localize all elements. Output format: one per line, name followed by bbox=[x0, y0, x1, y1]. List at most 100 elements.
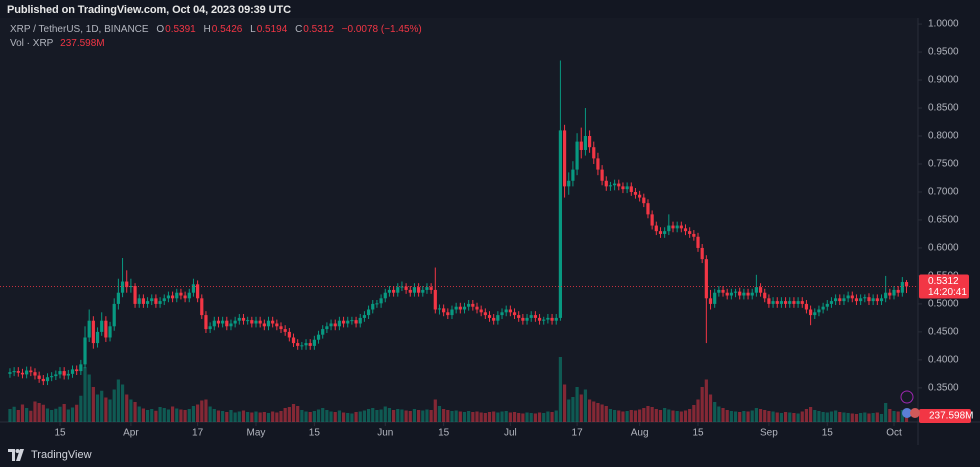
volume-bar bbox=[150, 409, 154, 422]
candle-body bbox=[788, 301, 792, 304]
candle-body bbox=[454, 306, 458, 310]
candle-body bbox=[838, 298, 842, 302]
candle-body bbox=[696, 236, 700, 248]
x-tick-label: 15 bbox=[309, 428, 321, 439]
candle-body bbox=[867, 297, 871, 302]
x-tick-label: May bbox=[247, 428, 266, 439]
volume-bar bbox=[79, 395, 83, 422]
volume-bar bbox=[571, 397, 575, 422]
candle-body bbox=[458, 306, 462, 310]
candle-body bbox=[462, 306, 467, 310]
volume-bar bbox=[529, 413, 533, 422]
candle-body bbox=[170, 295, 175, 299]
volume-bar bbox=[721, 408, 725, 422]
volume-tag-value: 237.598M bbox=[929, 411, 973, 422]
candle-body bbox=[517, 315, 521, 318]
volume-bar bbox=[145, 410, 150, 422]
volume-bar bbox=[775, 412, 779, 422]
o-label: O bbox=[156, 24, 165, 35]
candle-body bbox=[492, 317, 496, 321]
volume-bar bbox=[291, 404, 296, 422]
candle-body bbox=[329, 323, 333, 327]
volume-legend: Vol · XRP 237.598M bbox=[10, 38, 106, 49]
volume-bar bbox=[800, 411, 804, 422]
candle-body bbox=[196, 284, 200, 299]
candle-body bbox=[175, 292, 179, 299]
volume-bar bbox=[254, 411, 258, 422]
candle-body bbox=[412, 287, 417, 293]
volume-bar bbox=[579, 394, 583, 422]
volume-bar bbox=[191, 406, 196, 422]
volume-bar bbox=[896, 411, 900, 422]
candle-body bbox=[266, 320, 271, 327]
candle-body bbox=[700, 247, 704, 260]
volume-bar bbox=[733, 411, 738, 422]
volume-bar bbox=[437, 406, 442, 422]
candle-body bbox=[850, 295, 854, 299]
close-value: 0.5312 bbox=[303, 24, 334, 35]
candle-body bbox=[625, 186, 629, 190]
volume-bar bbox=[271, 411, 275, 422]
volume-bar bbox=[658, 410, 663, 422]
candle-body bbox=[400, 286, 404, 288]
candle-body bbox=[237, 317, 241, 321]
x-tick-label: 15 bbox=[822, 428, 834, 439]
volume-bar bbox=[95, 394, 100, 422]
x-tick-label: 17 bbox=[192, 428, 204, 439]
low-value: 0.5194 bbox=[256, 24, 288, 35]
candle-body bbox=[688, 231, 692, 234]
volume-bar bbox=[863, 412, 867, 422]
volume-bar bbox=[425, 409, 429, 422]
volume-bar bbox=[817, 411, 821, 422]
candle-body bbox=[116, 292, 120, 304]
volume-bar bbox=[904, 416, 909, 422]
candle-body bbox=[613, 183, 617, 186]
volume-bar bbox=[546, 411, 550, 422]
volume-bar bbox=[462, 412, 467, 422]
candle-body bbox=[212, 320, 216, 327]
volume-bar bbox=[208, 406, 212, 422]
candle-body bbox=[337, 320, 341, 327]
y-tick-label: 0.8000 bbox=[928, 131, 959, 142]
volume-bar bbox=[429, 410, 433, 422]
candle-body bbox=[8, 372, 12, 374]
volume-bar bbox=[834, 410, 838, 422]
candle-body bbox=[316, 334, 321, 340]
candle-body bbox=[796, 301, 800, 304]
candle-body bbox=[608, 185, 613, 187]
x-tick-label: 15 bbox=[692, 428, 704, 439]
candle-body bbox=[562, 130, 567, 187]
candle-body bbox=[66, 373, 70, 376]
volume-bar bbox=[12, 406, 16, 422]
candle-body bbox=[125, 281, 129, 288]
y-tick-label: 0.9000 bbox=[928, 75, 959, 86]
candle-body bbox=[550, 317, 554, 321]
volume-bar bbox=[809, 407, 813, 422]
volume-bar bbox=[892, 411, 896, 422]
volume-bar bbox=[767, 411, 771, 422]
volume-bar bbox=[354, 412, 358, 422]
candle-body bbox=[141, 298, 145, 304]
price-tag-value: 0.5312 bbox=[928, 276, 959, 287]
candle-body bbox=[366, 309, 371, 316]
candle-body bbox=[471, 303, 475, 307]
volume-bar bbox=[854, 414, 859, 422]
plot-area bbox=[0, 18, 918, 422]
candle-body bbox=[708, 298, 713, 304]
price-tag bbox=[919, 274, 969, 299]
volume-bar bbox=[650, 407, 654, 422]
volume-bar bbox=[871, 413, 875, 422]
candle-body bbox=[87, 320, 91, 338]
candle-body bbox=[604, 180, 608, 187]
volume-bar bbox=[296, 406, 300, 422]
candle-body bbox=[258, 320, 262, 324]
volume-bar bbox=[137, 406, 141, 422]
flag-icon bbox=[902, 408, 912, 418]
volume-bar bbox=[129, 399, 133, 422]
candle-body bbox=[646, 203, 650, 215]
high-value: 0.5426 bbox=[211, 24, 243, 35]
candle-body bbox=[425, 287, 429, 290]
candle-body bbox=[717, 289, 721, 293]
volume-bar bbox=[792, 413, 796, 422]
volume-bar bbox=[141, 408, 145, 422]
